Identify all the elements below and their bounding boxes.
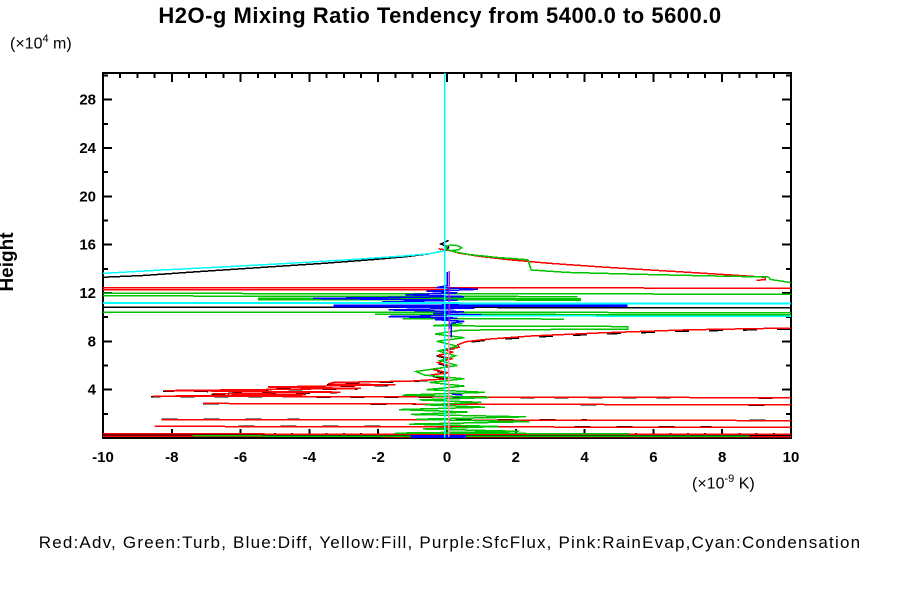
x-tick-label: 4 xyxy=(580,449,589,466)
y-unit-exponent: 4 xyxy=(42,33,49,45)
x-tick-label: 2 xyxy=(512,449,520,466)
y-tick-label: 16 xyxy=(79,237,96,254)
x-tick-label: 8 xyxy=(718,449,726,466)
series-diff xyxy=(312,271,628,438)
x-tick-label: -6 xyxy=(234,449,247,466)
x-tick-label: -10 xyxy=(92,449,114,466)
x-tick-label: 0 xyxy=(443,449,451,466)
x-tick-label: -8 xyxy=(165,449,178,466)
x-axis-unit-label: (×10-9 K) xyxy=(692,473,755,493)
x-tick-label: -2 xyxy=(372,449,385,466)
y-tick-label: 24 xyxy=(79,140,96,157)
series-diff-segment xyxy=(333,305,482,338)
chart-title: H2O-g Mixing Ratio Tendency from 5400.0 … xyxy=(158,3,722,28)
series-turb-segment xyxy=(444,244,463,252)
x-tick-label: 6 xyxy=(649,449,657,466)
series-net-black-segment xyxy=(151,328,791,399)
y-tick-label: 4 xyxy=(88,382,97,399)
series-net-black xyxy=(103,239,791,437)
x-unit-prefix: (×10 xyxy=(692,475,725,493)
series-condensation xyxy=(103,73,791,438)
y-tick-label: 8 xyxy=(88,333,96,350)
x-unit-exponent: -9 xyxy=(724,473,735,485)
color-legend: Red:Adv, Green:Turb, Blue:Diff, Yellow:F… xyxy=(38,533,862,552)
series-diff-segment xyxy=(333,303,628,308)
series-diff-segment xyxy=(312,271,628,306)
series-turb-segment xyxy=(395,323,630,435)
x-tick-label: 10 xyxy=(783,449,800,466)
series-turb-segment xyxy=(452,250,791,284)
x-tick-labels: -10 -8 -6 -4 -2 0 2 4 6 8 10 xyxy=(92,449,799,466)
series-net-black-segment xyxy=(103,239,450,279)
y-axis-unit-label: (×104 m) xyxy=(10,33,72,53)
y-tick-labels: 4 8 12 16 20 24 28 xyxy=(79,92,96,399)
y-unit-prefix: (×10 xyxy=(10,35,43,53)
y-tick-label: 28 xyxy=(79,92,96,109)
x-tick-label: -4 xyxy=(303,449,317,466)
y-tick-label: 20 xyxy=(79,188,96,205)
axis-ticks xyxy=(102,73,792,438)
series-turb-segment xyxy=(103,295,578,298)
series-condensation-segment xyxy=(446,314,791,318)
y-tick-label: 12 xyxy=(79,285,96,302)
series-condensation-segment xyxy=(103,301,791,305)
x-unit-suffix: K) xyxy=(734,475,755,493)
series-diff-segment xyxy=(452,393,463,396)
series-adv-segment xyxy=(202,402,791,406)
series-condensation-segment xyxy=(103,249,446,275)
y-unit-suffix: m) xyxy=(48,35,72,53)
series-adv-segment xyxy=(152,327,791,399)
axes-box xyxy=(102,72,792,439)
